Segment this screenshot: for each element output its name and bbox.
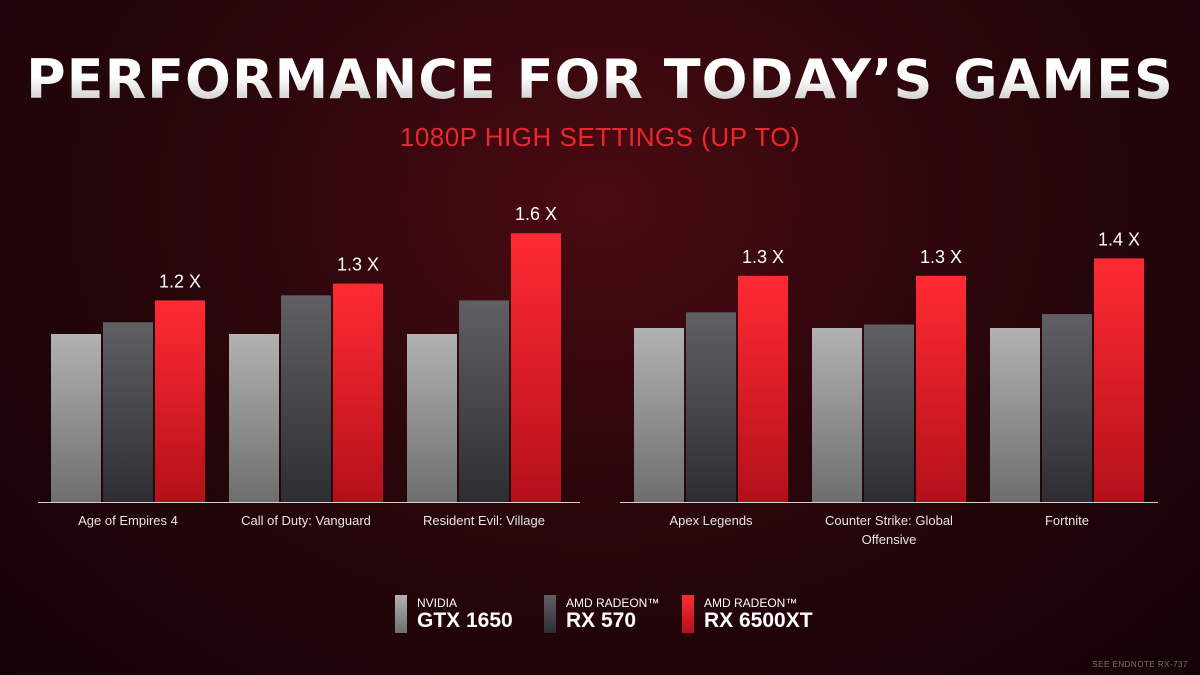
bar-age-of-empires-4-rx-6500xt	[155, 300, 205, 502]
category-label-fortnite: Fortnite	[1045, 513, 1089, 528]
page-subtitle: 1080P HIGH SETTINGS (UP TO)	[399, 122, 801, 152]
bar-counter-strike-global-offensive-rx-6500xt	[916, 275, 966, 502]
bar-resident-evil-village-gtx-1650	[407, 334, 457, 502]
bar-apex-legends-rx-570	[686, 312, 736, 502]
category-label-counter-strike-global-offensive: Counter Strike: Global	[825, 513, 953, 528]
data-label-apex-legends: 1.3 X	[742, 247, 784, 267]
legend-model-label: RX 6500XT	[704, 609, 813, 632]
bar-counter-strike-global-offensive-gtx-1650	[812, 328, 862, 502]
category-label-apex-legends: Apex Legends	[669, 513, 753, 528]
page-title: PERFORMANCE FOR TODAY’S GAMES	[0, 48, 1200, 111]
bar-apex-legends-gtx-1650	[634, 328, 684, 502]
data-label-counter-strike-global-offensive: 1.3 X	[920, 247, 962, 267]
bar-fortnite-rx-6500xt	[1094, 258, 1144, 502]
legend-brand-label: AMD RADEON™	[566, 596, 660, 610]
legend-model-label: GTX 1650	[417, 609, 513, 632]
bar-resident-evil-village-rx-6500xt	[511, 233, 561, 502]
bar-apex-legends-rx-6500xt	[738, 275, 788, 502]
data-label-call-of-duty-vanguard: 1.3 X	[337, 255, 379, 275]
bar-age-of-empires-4-gtx-1650	[51, 334, 101, 502]
category-label-call-of-duty-vanguard: Call of Duty: Vanguard	[241, 513, 371, 528]
bar-fortnite-rx-570	[1042, 314, 1092, 502]
legend-swatch-rx6500xt	[682, 595, 694, 633]
bar-fortnite-gtx-1650	[990, 328, 1040, 502]
bar-counter-strike-global-offensive-rx-570	[864, 324, 914, 502]
bar-call-of-duty-vanguard-rx-570	[281, 295, 331, 502]
legend-brand-label: NVIDIA	[417, 596, 458, 610]
endnote-reference: SEE ENDNOTE RX-737	[1092, 660, 1188, 669]
bar-age-of-empires-4-rx-570	[103, 322, 153, 502]
category-label-age-of-empires-4: Age of Empires 4	[78, 513, 178, 528]
legend-model-label: RX 570	[566, 609, 637, 632]
data-label-fortnite: 1.4 X	[1098, 229, 1140, 249]
data-label-resident-evil-village: 1.6 X	[515, 204, 557, 224]
bar-resident-evil-village-rx-570	[459, 300, 509, 502]
category-label-resident-evil-village: Resident Evil: Village	[423, 513, 545, 528]
bar-call-of-duty-vanguard-gtx-1650	[229, 334, 279, 502]
category-label-counter-strike-global-offensive: Offensive	[862, 532, 917, 547]
data-label-age-of-empires-4: 1.2 X	[159, 271, 201, 291]
legend-brand-label: AMD RADEON™	[704, 596, 798, 610]
legend-swatch-gtx1650	[395, 595, 407, 633]
bar-call-of-duty-vanguard-rx-6500xt	[333, 283, 383, 502]
legend-swatch-rx570	[544, 595, 556, 633]
